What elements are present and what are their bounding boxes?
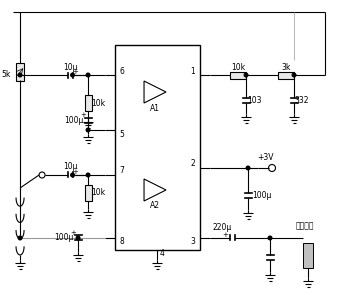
Text: 5: 5 [120,130,124,138]
Text: 2: 2 [191,160,195,168]
Text: 100μ: 100μ [252,191,272,201]
Text: 8: 8 [120,237,124,247]
Text: +: + [222,232,228,238]
Text: 5k: 5k [2,70,11,78]
Text: 103: 103 [247,96,261,104]
Circle shape [18,236,22,240]
Text: +3V: +3V [257,153,273,163]
Circle shape [246,166,250,170]
Text: +: + [80,112,86,118]
Circle shape [18,73,22,77]
Bar [278,71,294,78]
Text: 100μ: 100μ [54,233,74,242]
Text: 3k: 3k [281,63,291,71]
Bar [16,63,24,81]
Circle shape [76,236,80,240]
Text: 10μ: 10μ [63,63,77,71]
Bar [303,243,313,268]
Text: 10k: 10k [91,189,105,197]
Text: 6: 6 [120,66,124,76]
Text: 1: 1 [191,66,195,76]
Circle shape [86,73,90,77]
Text: +: + [70,230,76,236]
Bar [230,71,246,78]
Bar [115,45,200,250]
Bar [84,95,92,111]
Bar [84,185,92,201]
Text: +: + [72,69,78,75]
Text: 耳机插孔: 耳机插孔 [296,222,314,230]
Text: 100μ: 100μ [64,116,84,124]
Text: 10k: 10k [231,63,245,71]
Circle shape [71,173,74,177]
Circle shape [268,236,272,240]
Text: A1: A1 [150,104,160,112]
Text: 3: 3 [191,237,196,247]
Text: 4: 4 [160,250,164,258]
Circle shape [292,73,296,77]
Text: A2: A2 [150,201,160,211]
Text: +: + [72,169,78,175]
Circle shape [244,73,248,77]
Text: 10k: 10k [91,99,105,107]
Text: 332: 332 [295,96,309,104]
Circle shape [86,128,90,132]
Text: 7: 7 [120,166,124,176]
Text: 220μ: 220μ [213,224,232,232]
Circle shape [86,173,90,177]
Text: 10μ: 10μ [63,163,77,171]
Circle shape [71,73,74,77]
